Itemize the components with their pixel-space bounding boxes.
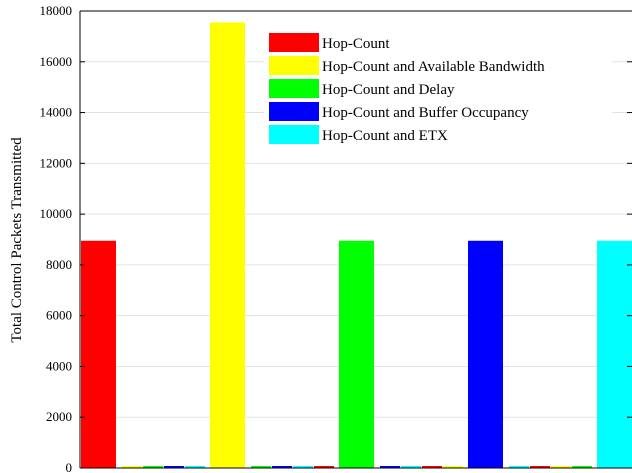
legend: Hop-Count Hop-Count and Available Bandwid… <box>264 29 612 152</box>
y-tick-label: 10000 <box>40 206 73 221</box>
baseline-sliver <box>143 466 163 468</box>
legend-label-1: Hop-Count <box>322 36 390 52</box>
legend-label-2: Hop-Count and Available Bandwidth <box>322 59 545 75</box>
bar-3 <box>339 240 374 468</box>
axes <box>79 10 632 469</box>
baseline-sliver <box>443 466 463 468</box>
baseline-sliver <box>122 466 142 468</box>
baseline-sliver <box>251 466 271 468</box>
bar-4 <box>468 240 503 468</box>
legend-swatch-2 <box>269 56 319 75</box>
legend-label-4: Hop-Count and Buffer Occupancy <box>322 105 529 121</box>
baseline-sliver <box>272 466 292 468</box>
legend-swatch-3 <box>269 79 319 98</box>
legend-swatch-4 <box>269 102 319 121</box>
y-tick-label: 18000 <box>40 3 73 18</box>
baseline-sliver <box>380 466 400 468</box>
bar-5 <box>597 240 632 468</box>
baseline-sliver <box>164 466 184 468</box>
y-tick-label: 8000 <box>46 257 72 272</box>
baseline-sliver <box>185 466 205 468</box>
baseline-sliver <box>293 466 313 468</box>
legend-box <box>264 29 612 152</box>
y-tick-label: 6000 <box>46 308 72 323</box>
baseline-sliver <box>572 466 592 468</box>
y-tick-label: 4000 <box>46 358 72 373</box>
y-tick-label: 12000 <box>40 155 73 170</box>
baseline-sliver <box>314 466 334 468</box>
bar-2 <box>210 22 245 469</box>
baseline-sliver <box>401 466 421 468</box>
baseline-sliver <box>422 466 442 468</box>
bars <box>81 22 632 469</box>
y-tick-label: 2000 <box>46 409 72 424</box>
y-tick-label: 0 <box>66 460 73 473</box>
y-tick-label: 16000 <box>40 54 73 69</box>
legend-swatch-1 <box>269 33 319 52</box>
baseline-sliver <box>509 466 529 468</box>
baseline-sliver <box>551 466 571 468</box>
y-tick-label: 14000 <box>40 105 73 120</box>
y-axis-title: Total Control Packets Transmitted <box>9 137 25 343</box>
legend-swatch-5 <box>269 125 319 144</box>
legend-label-3: Hop-Count and Delay <box>322 82 455 98</box>
y-ticks: 0 2000 4000 6000 8000 10000 12000 14000 16000 180… <box>40 3 632 473</box>
legend-label-5: Hop-Count and ETX <box>322 128 448 144</box>
baseline-sliver <box>530 466 550 468</box>
bar-1 <box>81 240 116 468</box>
